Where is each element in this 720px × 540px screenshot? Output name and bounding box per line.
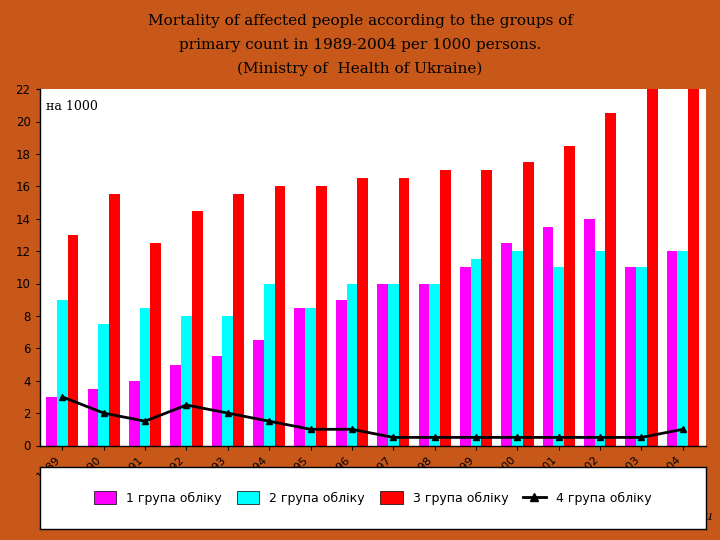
Text: Роки: Роки [681, 510, 712, 523]
Bar [57, 300, 68, 446]
Bar [109, 194, 120, 446]
Bar [357, 178, 368, 446]
Text: primary count in 1989-2004 per 1000 persons.: primary count in 1989-2004 per 1000 pers… [179, 38, 541, 52]
Bar [626, 267, 636, 446]
Bar [253, 340, 264, 445]
Bar [233, 194, 244, 446]
Bar [667, 251, 678, 446]
Bar [68, 235, 78, 446]
Bar [46, 397, 57, 445]
Bar [181, 316, 192, 446]
Bar [140, 308, 150, 445]
Bar [99, 324, 109, 446]
Bar [647, 89, 657, 446]
Bar [564, 146, 575, 446]
Text: Mortality of affected people according to the groups of: Mortality of affected people according t… [148, 14, 572, 28]
Bar [171, 364, 181, 445]
Bar [678, 251, 688, 446]
Bar [429, 284, 440, 446]
Bar [584, 219, 595, 446]
Bar [316, 186, 327, 446]
Bar [305, 308, 316, 445]
Bar [482, 170, 492, 446]
Bar [377, 284, 388, 446]
Bar [212, 356, 222, 446]
Bar [388, 284, 399, 446]
Bar [595, 251, 606, 446]
Legend: 1 група обліку, 2 група обліку, 3 група обліку, 4 група обліку: 1 група обліку, 2 група обліку, 3 група … [88, 485, 657, 511]
Bar [501, 243, 512, 446]
Bar [471, 259, 482, 446]
Bar [346, 284, 357, 446]
Bar [543, 227, 554, 446]
Bar [440, 170, 451, 446]
Bar [606, 113, 616, 446]
Bar [336, 300, 346, 446]
Bar [554, 267, 564, 446]
Bar [636, 267, 647, 446]
Bar [460, 267, 471, 446]
Bar [192, 211, 202, 446]
Bar [418, 284, 429, 446]
Bar [264, 284, 274, 446]
Bar [523, 162, 534, 445]
Bar [399, 178, 410, 446]
Text: (Ministry of  Health of Ukraine): (Ministry of Health of Ukraine) [238, 62, 482, 77]
Bar [129, 381, 140, 446]
Bar [274, 186, 285, 446]
Bar [222, 316, 233, 446]
Bar [294, 308, 305, 445]
Bar [512, 251, 523, 446]
Bar [688, 89, 699, 446]
Text: на 1000: на 1000 [46, 100, 98, 113]
Bar [88, 389, 99, 446]
Bar [150, 243, 161, 446]
